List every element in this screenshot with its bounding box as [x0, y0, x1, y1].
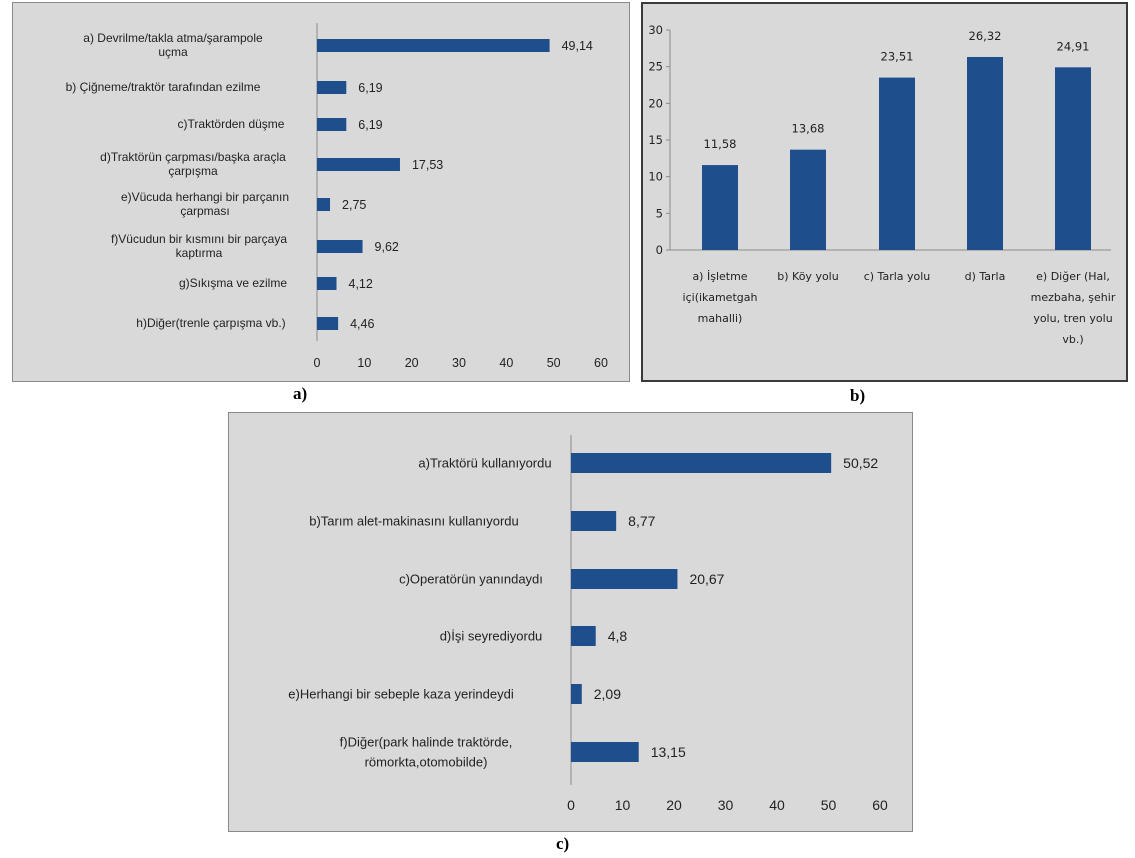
- chart-a-bar: [317, 81, 347, 94]
- chart-c-bar: [571, 453, 832, 473]
- caption-b: b): [850, 386, 866, 405]
- chart-b-y-tick-label: 15: [648, 133, 663, 147]
- chart-a-x-tick-label: 10: [357, 356, 371, 370]
- chart-a-data-label: 17,53: [412, 158, 443, 172]
- chart-b-panel: 0 5 10 15 20 25 30 11,58 a) İşletme içi(ikametgah…: [641, 2, 1128, 382]
- chart-c-category-label: d)İşi seyrediyordu: [440, 629, 543, 644]
- chart-a-panel: 49,14 a) Devrilme/takla atma/şarampole uçm…: [12, 2, 630, 382]
- chart-b-y-tick-label: 30: [648, 23, 663, 37]
- chart-b-data-label: 24,91: [1057, 39, 1090, 53]
- caption-a: a): [293, 384, 308, 403]
- chart-c-data-label: 13,15: [651, 744, 686, 760]
- chart-c-bar: [571, 742, 639, 762]
- chart-a-x-tick-label: 50: [547, 356, 561, 370]
- chart-a-bar: [317, 118, 347, 131]
- chart-c-bar: [571, 684, 582, 704]
- chart-c-x-tick-label: 20: [666, 797, 682, 813]
- chart-c-category-label: a)Traktörü kullanıyordu: [418, 456, 551, 471]
- chart-b-data-label: 26,32: [969, 29, 1002, 43]
- chart-a-bar: [317, 277, 337, 290]
- chart-c-data-label: 2,09: [594, 686, 621, 702]
- chart-a-category-label: d)Traktörün çarpması/başka araçla çarpışm…: [100, 150, 286, 178]
- chart-a-x-tick-label: 20: [405, 356, 419, 370]
- chart-b-bar: [879, 77, 915, 251]
- chart-a-bar: [317, 39, 550, 52]
- chart-b-bar: [702, 165, 738, 250]
- chart-b-category-label: a) İşletme içi(ikametgah mahalli): [683, 270, 758, 325]
- chart-c-bar: [571, 626, 596, 646]
- chart-a-x-tick-label: 40: [499, 356, 513, 370]
- chart-c-data-label: 4,8: [608, 628, 628, 644]
- chart-c-x-tick-label: 0: [567, 797, 575, 813]
- chart-c-data-label: 50,52: [843, 455, 878, 471]
- chart-c-category-label: c)Operatörün yanındaydı: [399, 572, 543, 587]
- chart-a-data-label: 4,12: [349, 277, 373, 291]
- chart-c-category-label: b)Tarım alet-makinasını kullanıyordu: [309, 514, 519, 529]
- chart-a-category-label: f)Vücudun bir kısmını bir parçaya kaptırm…: [111, 232, 287, 260]
- chart-a-category-label: b) Çiğneme/traktör tarafından ezilme: [66, 80, 261, 94]
- caption-c: c): [556, 834, 570, 853]
- chart-b-bar: [967, 56, 1003, 251]
- chart-b-y-tick-label: 5: [656, 206, 663, 220]
- chart-a-x-tick-label: 60: [594, 356, 608, 370]
- chart-a-data-label: 49,14: [562, 39, 593, 53]
- chart-c-data-label: 8,77: [628, 513, 655, 529]
- chart-a-data-label: 6,19: [358, 81, 382, 95]
- chart-b-bar: [790, 149, 826, 250]
- chart-c-x-tick-label: 50: [821, 797, 837, 813]
- chart-b-data-label: 23,51: [881, 50, 914, 64]
- chart-c-x-tick-label: 30: [718, 797, 734, 813]
- chart-a-bar: [317, 240, 363, 253]
- chart-a-data-label: 2,75: [342, 198, 366, 212]
- chart-c-x-tick-label: 60: [872, 797, 888, 813]
- chart-c-svg: 50,52 a)Traktörü kullanıyordu 8,77 b)Tarım …: [288, 435, 888, 813]
- chart-b-category-label: c) Tarla yolu: [864, 270, 931, 283]
- chart-b-y-tick-label: 25: [648, 60, 663, 74]
- chart-c-bar: [571, 511, 617, 531]
- chart-b-data-label: 11,58: [704, 137, 737, 151]
- chart-b-y-tick-label: 0: [656, 243, 663, 257]
- chart-a-data-label: 4,46: [350, 317, 374, 331]
- chart-a-data-label: 9,62: [375, 240, 399, 254]
- chart-c-panel: 50,52 a)Traktörü kullanıyordu 8,77 b)Tarım …: [228, 412, 913, 832]
- chart-a-svg: 49,14 a) Devrilme/takla atma/şarampole uçm…: [66, 23, 608, 370]
- chart-b-svg: 0 5 10 15 20 25 30 11,58 a) İşletme içi(ikametgah…: [648, 23, 1116, 346]
- chart-c-category-label: f)Diğer(park halinde traktörde, römorkta,…: [340, 735, 513, 770]
- chart-a-category-label: c)Traktörden düşme: [178, 117, 285, 131]
- chart-a-x-tick-label: 0: [314, 356, 321, 370]
- chart-a-category-label: h)Diğer(trenle çarpışma vb.): [136, 316, 285, 330]
- chart-a-x-tick-label: 30: [452, 356, 466, 370]
- chart-b-data-label: 13,68: [792, 122, 825, 136]
- chart-a-data-label: 6,19: [358, 118, 382, 132]
- chart-b-category-label: d) Tarla: [965, 270, 1006, 283]
- chart-c-x-tick-label: 10: [615, 797, 631, 813]
- chart-a-bar: [317, 317, 339, 330]
- chart-b-y-tick-label: 10: [648, 170, 663, 184]
- chart-c-x-tick-label: 40: [769, 797, 785, 813]
- chart-b-category-label: b) Köy yolu: [777, 270, 838, 283]
- chart-a-category-label: g)Sıkışma ve ezilme: [179, 276, 287, 290]
- chart-a-category-label: e)Vücuda herhangi bir parçanın çarpması: [121, 190, 289, 218]
- chart-a-category-label: a) Devrilme/takla atma/şarampole uçma: [83, 31, 263, 59]
- chart-c-bar: [571, 569, 678, 589]
- chart-a-bar: [317, 198, 331, 211]
- chart-a-bar: [317, 158, 400, 171]
- chart-c-data-label: 20,67: [689, 571, 724, 587]
- chart-b-y-tick-label: 20: [648, 96, 663, 110]
- chart-b-category-label: e) Diğer (Hal, mezbaha, şehir yolu, tren y…: [1031, 270, 1116, 346]
- chart-b-bar: [1055, 67, 1091, 251]
- chart-c-category-label: e)Herhangi bir sebeple kaza yerindeydi: [288, 687, 514, 702]
